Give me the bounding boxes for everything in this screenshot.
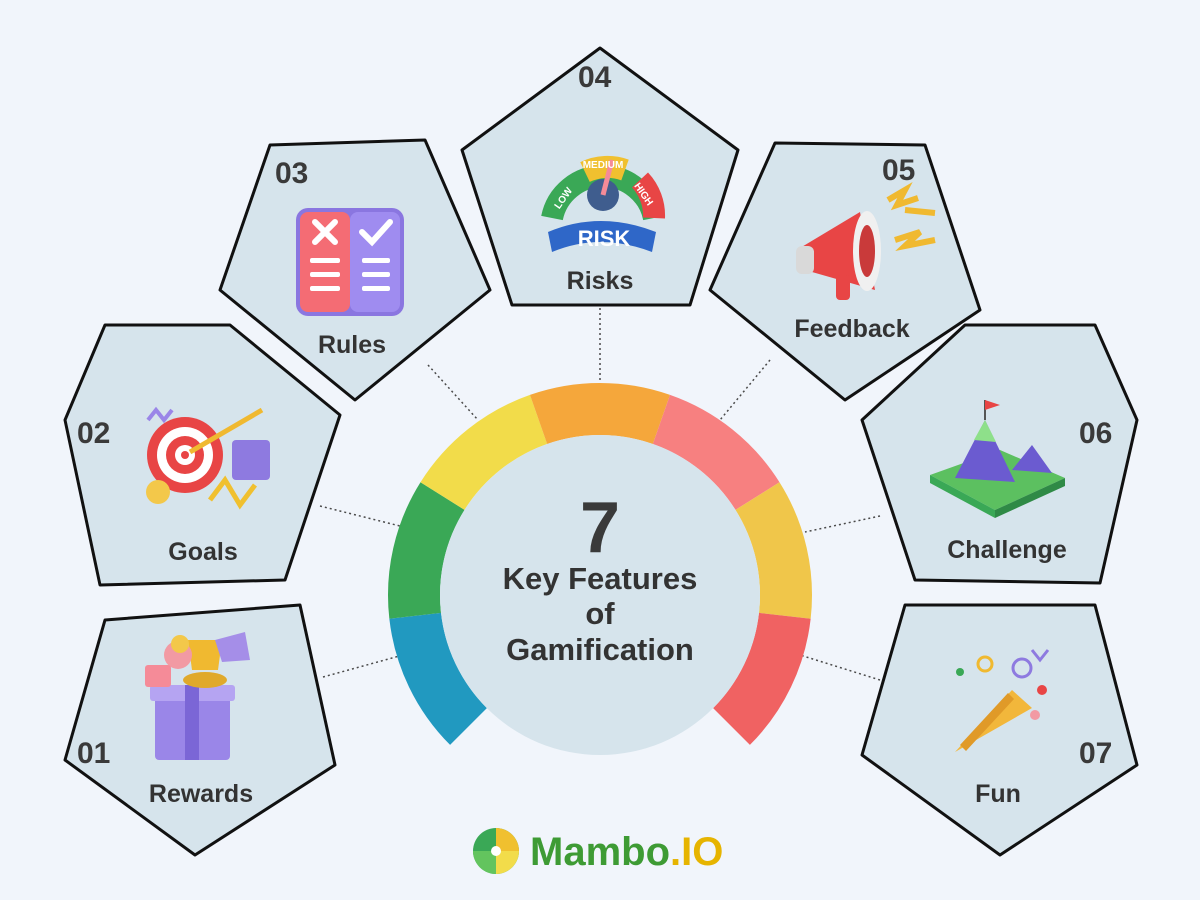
party-popper-icon	[955, 649, 1050, 752]
feature-label-fun: Fun	[975, 780, 1021, 808]
logo-mark-icon	[473, 828, 519, 874]
gauge-segment-3	[420, 394, 548, 510]
feature-label-goals: Goals	[168, 538, 237, 566]
gauge-segment-6	[735, 482, 813, 619]
gift-trophy-icon	[145, 632, 250, 760]
feature-label-risks: Risks	[567, 267, 634, 295]
center-number: 7	[580, 488, 620, 568]
feature-card-goals: 02 Goals	[63, 323, 342, 587]
gauge-segment-5	[652, 394, 780, 510]
center-title-line-2: of	[585, 596, 615, 631]
connector-07	[799, 654, 881, 681]
pentagon-fun	[860, 603, 1139, 857]
gauge-segment-2	[388, 482, 465, 619]
logo-name: Mambo	[530, 830, 670, 874]
feature-label-challenge: Challenge	[947, 536, 1067, 564]
feature-number-02: 02	[77, 417, 110, 450]
center-title-line-1: Key Features	[503, 561, 698, 596]
connector-05	[719, 359, 771, 421]
connector-lines	[319, 308, 881, 681]
center-title-line-3: Gamification	[506, 632, 694, 667]
target-icon	[146, 406, 270, 510]
feature-card-fun: 07 Fun	[860, 603, 1139, 857]
gauge-segment-1	[389, 612, 487, 745]
connector-03	[427, 364, 479, 421]
feature-card-rewards: 01 Rewards	[63, 603, 337, 857]
feature-card-rules: 03 Rules	[218, 138, 492, 402]
feature-label-rules: Rules	[318, 331, 386, 359]
risk-gauge-word: RISK	[578, 226, 631, 251]
megaphone-icon	[796, 182, 936, 300]
gauge-segment-4	[529, 383, 671, 444]
connector-06	[804, 515, 881, 533]
risk-level-medium: MEDIUM	[583, 160, 624, 171]
feature-number-01: 01	[77, 737, 110, 770]
gauge-segment-7	[713, 612, 811, 745]
mambo-logo: Mambo.IO	[473, 828, 723, 874]
rules-board-icon	[296, 208, 404, 316]
feature-label-rewards: Rewards	[149, 780, 253, 808]
logo-wordmark: Mambo.IO	[530, 830, 723, 874]
feature-number-06: 06	[1079, 417, 1112, 450]
feature-number-05: 05	[882, 154, 915, 187]
color-gauge-arc	[388, 383, 813, 745]
feature-card-challenge: 06 Challenge	[860, 323, 1139, 585]
feature-label-feedback: Feedback	[794, 315, 909, 343]
feature-number-07: 07	[1079, 737, 1112, 770]
mountain-icon	[930, 400, 1065, 518]
feature-card-feedback: 05 Feedback	[708, 141, 982, 402]
connector-02	[319, 505, 401, 527]
feature-number-03: 03	[275, 157, 308, 190]
center-circle	[440, 435, 760, 755]
connector-01	[322, 654, 404, 678]
logo-suffix: .IO	[670, 830, 723, 874]
feature-number-04: 04	[578, 61, 612, 94]
